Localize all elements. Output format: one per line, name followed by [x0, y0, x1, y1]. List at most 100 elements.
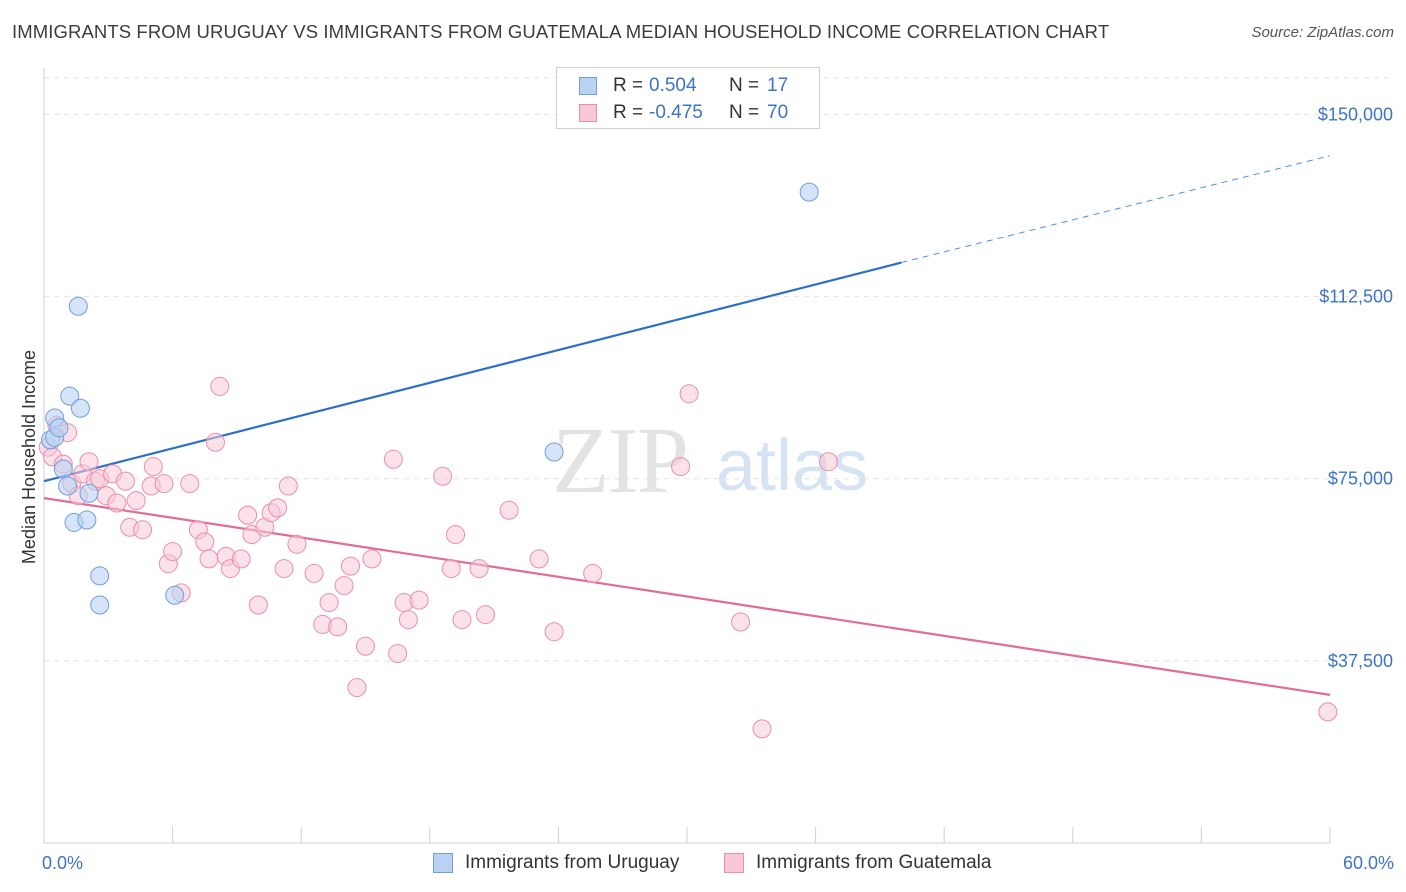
- legend-row-uruguay: R = 0.504 N = 17: [579, 73, 788, 99]
- guatemala-point: [304, 563, 324, 583]
- legend-item-guatemala[interactable]: Immigrants from Guatemala: [724, 852, 991, 874]
- guatemala-point: [199, 549, 219, 569]
- guatemala-point: [180, 474, 200, 494]
- guatemala-point: [818, 452, 838, 472]
- guatemala-point: [356, 636, 375, 656]
- uruguay-n-value: 17: [767, 75, 789, 96]
- uruguay-point: [799, 182, 819, 202]
- guatemala-point: [268, 498, 288, 518]
- guatemala-n-value: 70: [767, 102, 789, 123]
- uruguay-point: [49, 418, 69, 438]
- x-tick-label-min: 0.0%: [42, 853, 83, 873]
- guatemala-point: [441, 559, 461, 579]
- guatemala-point: [469, 559, 489, 579]
- guatemala-point: [79, 452, 99, 472]
- uruguay-point: [68, 296, 88, 316]
- guatemala-point: [143, 457, 163, 477]
- n-label: N =: [729, 102, 760, 123]
- guatemala-point: [115, 471, 135, 491]
- guatemala-point: [278, 476, 298, 496]
- guatemala-point: [679, 384, 699, 404]
- chart-title: IMMIGRANTS FROM URUGUAY VS IMMIGRANTS FR…: [12, 21, 1110, 42]
- y-tick-label: $150,000: [1318, 104, 1393, 124]
- uruguay-trend-extension: [901, 155, 1331, 264]
- series-legend: Immigrants from Uruguay Immigrants from …: [0, 852, 1406, 878]
- guatemala-point: [452, 610, 472, 630]
- uruguay-trend-line: [43, 261, 902, 483]
- guatemala-legend-swatch: [724, 853, 744, 873]
- uruguay-r-value: 0.504: [649, 75, 697, 96]
- guatemala-point: [1318, 702, 1338, 722]
- guatemala-point: [433, 466, 453, 486]
- guatemala-point: [107, 493, 127, 513]
- uruguay-point: [79, 483, 99, 503]
- uruguay-point: [90, 566, 110, 586]
- guatemala-point: [398, 610, 418, 630]
- uruguay-point: [53, 459, 73, 479]
- guatemala-point: [133, 520, 153, 540]
- guatemala-point: [499, 500, 519, 520]
- guatemala-point: [248, 595, 268, 615]
- guatemala-point: [347, 678, 367, 698]
- y-tick-label: $112,500: [1319, 287, 1393, 307]
- guatemala-point: [446, 525, 466, 545]
- guatemala-legend-label: Immigrants from Guatemala: [756, 852, 992, 873]
- guatemala-swatch: [579, 104, 597, 122]
- guatemala-point: [287, 534, 307, 554]
- uruguay-point: [58, 476, 78, 496]
- y-axis-label: Median Household Income: [19, 350, 39, 564]
- legend-item-uruguay[interactable]: Immigrants from Uruguay: [433, 852, 679, 874]
- uruguay-point: [77, 510, 97, 530]
- guatemala-point: [752, 719, 772, 739]
- guatemala-r-value: -0.475: [649, 102, 703, 123]
- x-tick-label-max: 60.0%: [1343, 853, 1394, 873]
- guatemala-trend-line: [43, 497, 1331, 696]
- uruguay-point: [90, 595, 110, 615]
- guatemala-point: [476, 605, 496, 625]
- uruguay-legend-label: Immigrants from Uruguay: [465, 852, 680, 873]
- zipatlas-watermark: ZIP atlas: [552, 409, 868, 513]
- watermark-zip: ZIP: [552, 409, 687, 513]
- guatemala-point: [340, 556, 360, 576]
- guatemala-point: [529, 549, 549, 569]
- uruguay-point: [165, 585, 185, 605]
- uruguay-point: [544, 442, 564, 462]
- source-credit: Source: ZipAtlas.com: [1251, 24, 1394, 41]
- guatemala-point: [383, 449, 403, 469]
- y-tick-label: $75,000: [1328, 469, 1393, 489]
- y-tick-label: $37,500: [1328, 651, 1393, 671]
- guatemala-point: [238, 505, 258, 525]
- uruguay-point: [70, 398, 90, 418]
- guatemala-point: [731, 612, 751, 632]
- uruguay-swatch: [579, 77, 597, 95]
- grid-lines: [44, 77, 1394, 662]
- guatemala-point: [334, 576, 354, 596]
- guatemala-point: [163, 542, 183, 562]
- guatemala-point: [205, 432, 225, 452]
- guatemala-point: [126, 491, 146, 511]
- guatemala-point: [362, 549, 382, 569]
- guatemala-point: [583, 563, 603, 583]
- correlation-legend: R = 0.504 N = 17 R = -0.475 N = 70: [556, 67, 820, 129]
- y-tick-labels: $37,500 $75,000 $112,500 $150,000: [1318, 104, 1393, 670]
- guatemala-point: [319, 593, 339, 613]
- watermark-atlas: atlas: [716, 426, 868, 506]
- guatemala-point: [544, 622, 564, 642]
- legend-row-guatemala: R = -0.475 N = 70: [579, 100, 788, 126]
- axes: [43, 68, 1331, 844]
- r-label: R =: [613, 75, 644, 96]
- r-label: R =: [613, 102, 644, 123]
- data-points: [38, 182, 1338, 739]
- trend-lines: [43, 155, 1331, 696]
- guatemala-point: [328, 617, 348, 637]
- guatemala-point: [388, 644, 408, 664]
- guatemala-point: [210, 376, 230, 396]
- uruguay-legend-swatch: [433, 853, 453, 873]
- guatemala-point: [274, 559, 294, 579]
- guatemala-point: [409, 590, 429, 610]
- uruguay-point: [60, 386, 80, 406]
- guatemala-point: [671, 457, 691, 477]
- guatemala-point: [195, 532, 215, 552]
- guatemala-point: [154, 474, 174, 494]
